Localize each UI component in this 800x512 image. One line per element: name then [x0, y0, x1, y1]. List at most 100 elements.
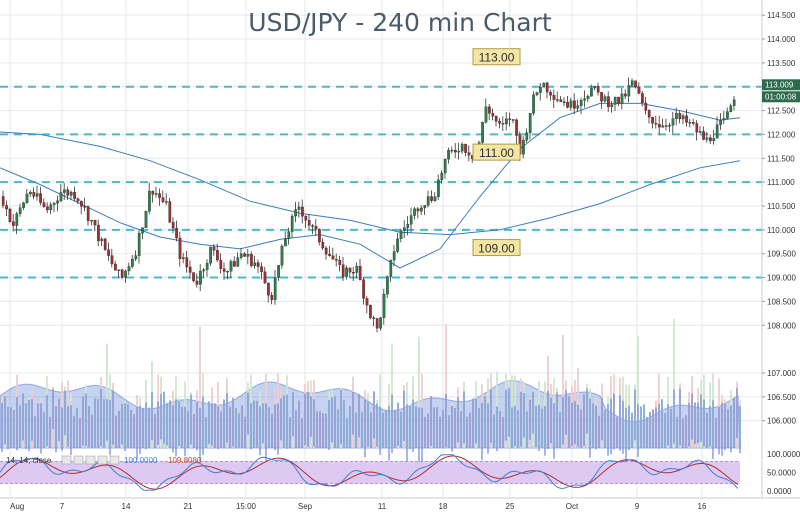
- volume-bar-fill-62: [187, 410, 189, 448]
- price-tick-label-8: 110.500: [767, 202, 796, 211]
- candle-body-119: [406, 224, 410, 228]
- candle-body-27: [93, 220, 97, 226]
- volume-bar-fill-118: [355, 412, 357, 448]
- volume-bar-fill-82: [247, 392, 249, 435]
- candle-body-32: [110, 255, 114, 265]
- volume-bar-fill-17: [52, 388, 54, 430]
- candle-body-149: [508, 118, 512, 120]
- candle-body-70: [239, 253, 243, 258]
- volume-bar-fill-177: [532, 391, 534, 434]
- volume-bar-fill-96: [289, 417, 291, 448]
- volume-bar-fill-143: [430, 396, 432, 446]
- volume-bar-fill-98: [295, 410, 297, 448]
- volume-bar-fill-3: [10, 407, 12, 448]
- candle-body-7: [25, 193, 29, 203]
- candle-body-132: [450, 149, 454, 152]
- volume-bar-fill-185: [556, 392, 558, 449]
- level-label-2: 109.00: [478, 242, 515, 256]
- volume-bar-fill-46: [139, 405, 141, 455]
- volume-bar-fill-55: [166, 402, 168, 446]
- volume-bar-fill-93: [280, 398, 282, 441]
- volume-bar-fill-227: [682, 417, 684, 448]
- volume-bar-fill-191: [574, 401, 576, 445]
- candle-body-156: [532, 94, 535, 114]
- volume-bar-fill-70: [211, 403, 213, 446]
- volume-bar-fill-112: [337, 409, 339, 448]
- candle-body-95: [324, 247, 328, 255]
- candle-body-14: [49, 204, 53, 211]
- candle-body-75: [256, 262, 260, 267]
- candle-body-168: [573, 100, 576, 109]
- volume-bar-fill-147: [442, 410, 444, 448]
- candle-body-93: [318, 228, 321, 243]
- candle-body-144: [491, 113, 495, 117]
- candle-body-197: [671, 118, 675, 126]
- candle-body-113: [386, 276, 389, 295]
- candle-body-199: [678, 113, 682, 120]
- volume-bar-35: [106, 343, 108, 448]
- volume-bar-fill-222: [667, 404, 669, 446]
- volume-bar-fill-178: [535, 405, 537, 448]
- candle-body-29: [100, 238, 104, 242]
- candle-body-43: [148, 190, 151, 212]
- volume-bar-fill-106: [319, 411, 321, 448]
- candle-body-164: [559, 99, 563, 102]
- candle-body-41: [141, 227, 144, 234]
- volume-bar-fill-40: [121, 403, 123, 445]
- volume-bar-fill-198: [595, 405, 597, 450]
- volume-bar-fill-31: [94, 398, 96, 448]
- volume-bar-fill-79: [238, 413, 240, 448]
- volume-bar-fill-89: [268, 407, 270, 448]
- volume-bar-fill-126: [379, 406, 381, 456]
- chart-title: USD/JPY - 240 min Chart: [248, 8, 552, 37]
- volume-bar-66: [199, 326, 201, 448]
- price-tick-label-10: 109.500: [767, 250, 796, 259]
- candle-body-182: [620, 93, 624, 104]
- volume-bar-fill-54: [163, 391, 165, 444]
- candle-body-125: [426, 196, 430, 206]
- candle-body-116: [396, 238, 399, 252]
- x-axis-background: [0, 498, 800, 512]
- volume-bar-fill-196: [589, 398, 591, 458]
- volume-bar-fill-0: [1, 403, 3, 452]
- candle-body-158: [539, 87, 542, 93]
- price-tick-label-1: 114.000: [767, 35, 796, 44]
- volume-bar-fill-6: [19, 405, 21, 448]
- candle-body-176: [600, 92, 603, 102]
- volume-bar-fill-77: [232, 398, 234, 447]
- volume-bar-fill-78: [235, 407, 237, 448]
- volume-bar-fill-97: [292, 391, 294, 437]
- volume-bar-fill-218: [655, 407, 657, 448]
- candle-body-46: [158, 193, 161, 198]
- x-tick-label-6: 11: [378, 502, 387, 511]
- candle-body-26: [90, 220, 93, 222]
- candle-body-11: [39, 193, 42, 203]
- volume-bar-fill-73: [220, 411, 222, 448]
- volume-bar-fill-49: [148, 407, 150, 448]
- volume-bar-fill-64: [193, 413, 195, 448]
- volume-bar-fill-65: [196, 401, 198, 451]
- candle-body-191: [651, 117, 654, 124]
- volume-bar-fill-207: [622, 400, 624, 454]
- volume-bar-fill-187: [562, 397, 564, 445]
- candle-body-130: [443, 159, 447, 174]
- volume-bar-fill-129: [388, 406, 390, 461]
- candle-body-212: [722, 118, 726, 121]
- candle-body-52: [178, 237, 182, 259]
- current-price-tag: [762, 79, 800, 91]
- level-label-box-2: [472, 239, 521, 257]
- candle-body-60: [205, 263, 209, 270]
- volume-bar-fill-63: [190, 394, 192, 445]
- candle-body-9: [32, 192, 36, 197]
- volume-bar-fill-72: [217, 406, 219, 450]
- volume-bar-fill-59: [178, 401, 180, 447]
- candle-body-13: [46, 206, 49, 211]
- volume-bar-fill-180: [541, 408, 543, 448]
- candle-body-174: [593, 85, 597, 89]
- volume-bar-fill-18: [55, 406, 57, 453]
- volume-bar-fill-128: [385, 410, 387, 448]
- candle-body-56: [192, 272, 195, 282]
- candle-body-86: [294, 209, 297, 217]
- x-tick-label-10: 9: [635, 502, 640, 511]
- volume-bar-fill-156: [469, 412, 471, 448]
